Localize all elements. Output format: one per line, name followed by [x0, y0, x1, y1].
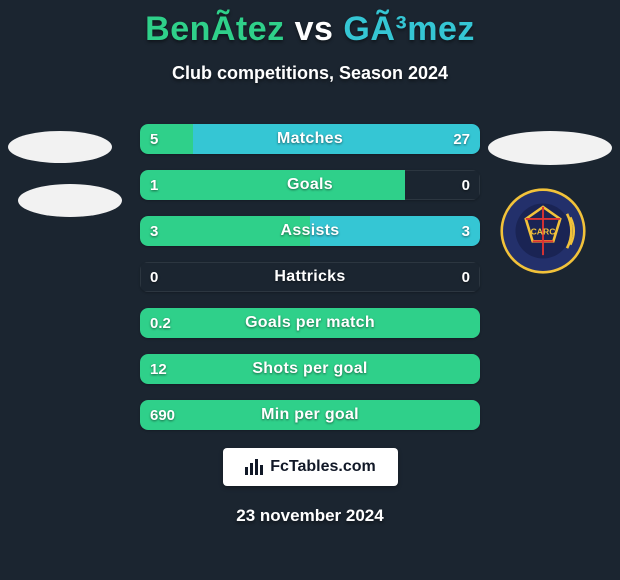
stat-value-right: 0: [462, 262, 470, 292]
stat-bars: Matches527Goals10Assists33Hattricks00Goa…: [140, 124, 480, 430]
stat-value-left: 3: [150, 216, 158, 246]
stat-value-left: 0.2: [150, 308, 171, 338]
stat-value-left: 1: [150, 170, 158, 200]
stat-label: Hattricks: [140, 262, 480, 292]
player-right-avatar: [488, 131, 612, 165]
svg-text:CARC: CARC: [531, 226, 556, 236]
date: 23 november 2024: [0, 506, 620, 526]
stat-label: Goals per match: [140, 308, 480, 338]
subtitle: Club competitions, Season 2024: [0, 63, 620, 84]
stat-value-right: 0: [462, 170, 470, 200]
chart-bars-icon: [244, 457, 264, 477]
title-player-left: BenÃ­tez: [145, 10, 285, 48]
comparison-infographic: BenÃ­tez vs GÃ³mez Club competitions, Se…: [0, 0, 620, 580]
stat-row: Hattricks0 0: [140, 262, 480, 292]
stats-area: CARC Matches5 27 Goals1 0 Assists3 3 Hattricks…: [0, 124, 620, 430]
title: BenÃ­tez vs GÃ³mez: [0, 10, 620, 49]
player-left-avatar-1: [8, 131, 112, 163]
title-player-right: GÃ³mez: [343, 10, 474, 48]
source-logo-text: FcTables.com: [270, 458, 376, 476]
stat-label: Assists: [140, 216, 480, 246]
stat-row: Shots per goal12: [140, 354, 480, 384]
stat-row: Goals1 0: [140, 170, 480, 200]
stat-value-left: 690: [150, 400, 175, 430]
stat-label: Shots per goal: [140, 354, 480, 384]
club-badge-icon: CARC: [500, 188, 586, 274]
player-left-avatar-2: [18, 184, 122, 217]
stat-value-left: 5: [150, 124, 158, 154]
stat-row: Goals per match0.2: [140, 308, 480, 338]
source-logo: FcTables.com: [244, 457, 376, 477]
source-logo-box: FcTables.com: [223, 448, 398, 486]
stat-row: Assists3 3: [140, 216, 480, 246]
club-badge: CARC: [500, 188, 586, 274]
stat-value-right: 27: [453, 124, 470, 154]
stat-value-right: 3: [462, 216, 470, 246]
stat-row: Matches5 27: [140, 124, 480, 154]
stat-label: Matches: [140, 124, 480, 154]
stat-label: Min per goal: [140, 400, 480, 430]
stat-row: Min per goal690: [140, 400, 480, 430]
stat-value-left: 12: [150, 354, 167, 384]
title-vs: vs: [285, 10, 344, 48]
stat-label: Goals: [140, 170, 480, 200]
stat-value-left: 0: [150, 262, 158, 292]
